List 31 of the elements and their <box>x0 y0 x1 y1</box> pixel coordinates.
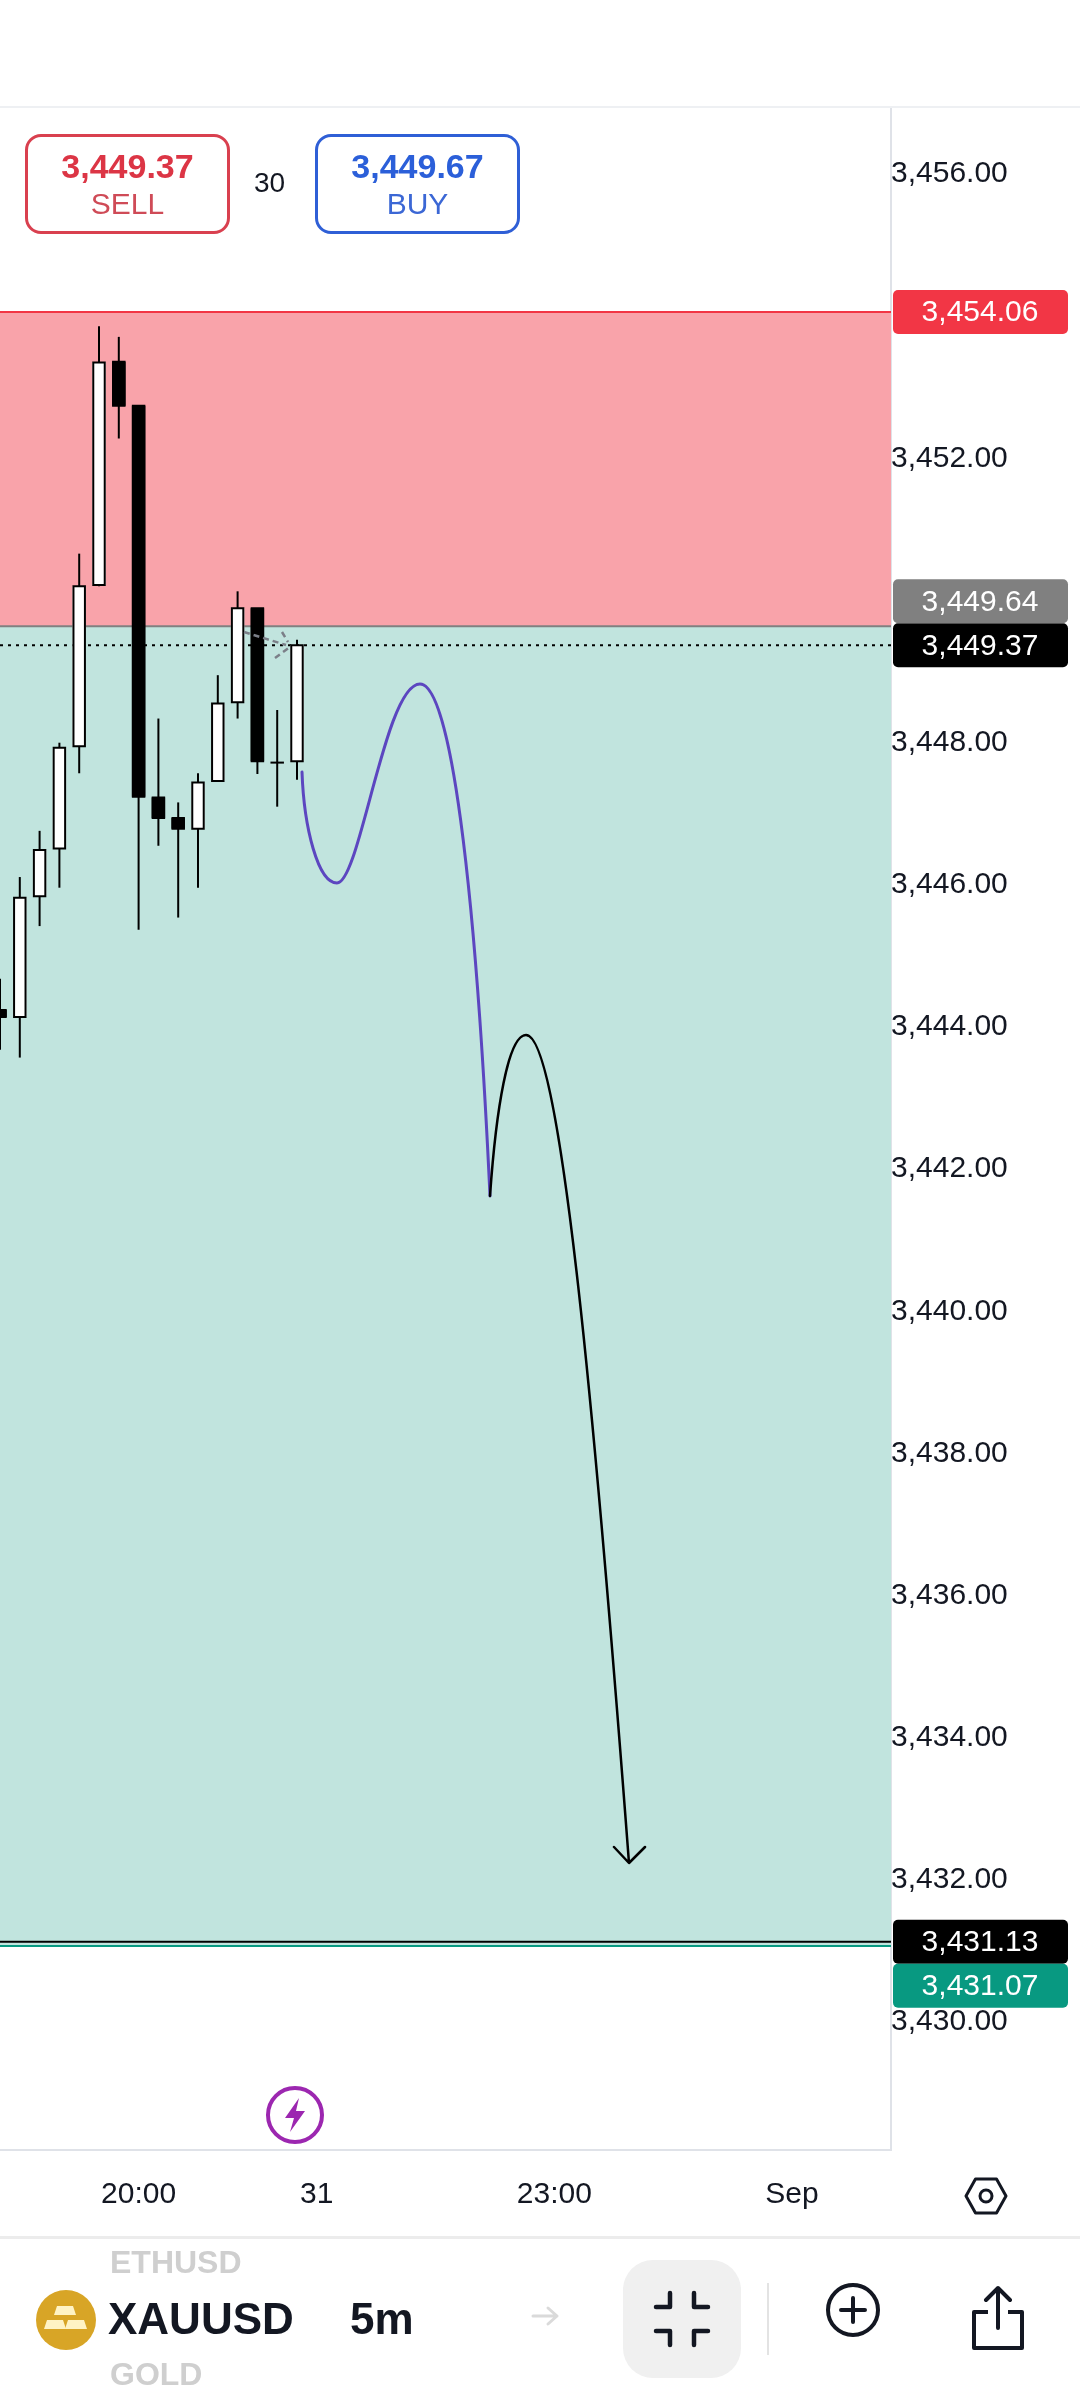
x-tick-label: 23:00 <box>516 2176 592 2210</box>
text: XAUUSD <box>108 2294 294 2343</box>
annotation: BUY <box>386 186 449 222</box>
ref-line-label: 3,431.07 <box>921 1968 1039 2002</box>
x-tick-label: Sep <box>765 2176 819 2210</box>
x-tick-label: 20:00 <box>101 2176 177 2210</box>
y-tick-label: 3,436.00 <box>891 1576 1008 1610</box>
text: 5m <box>350 2294 414 2343</box>
y-tick-label: 3,446.00 <box>891 866 1008 900</box>
annotation: 30 <box>254 166 286 200</box>
y-tick-label: 3,440.00 <box>891 1292 1008 1326</box>
sell-button: 3,449.37 SELL <box>25 134 230 234</box>
ref-line-label: 3,454.06 <box>921 294 1039 328</box>
annotation: SELL <box>90 186 165 222</box>
y-tick-label: 3,430.00 <box>891 2003 1008 2037</box>
candlestick <box>269 709 285 808</box>
annotation: 3,449.37 <box>61 146 194 186</box>
y-tick-label: 3,442.00 <box>891 1150 1008 1184</box>
ref-line-label: 3,431.13 <box>921 1924 1039 1958</box>
y-tick-label: 3,448.00 <box>891 723 1008 757</box>
annotation: 3,449.67 <box>351 146 484 186</box>
buy-button: 3,449.67 BUY <box>315 134 520 234</box>
ref-line-label: 3,449.64 <box>921 583 1039 617</box>
y-tick-label: 3,444.00 <box>891 1008 1008 1042</box>
y-tick-label: 3,456.00 <box>891 155 1008 189</box>
y-tick-label: 3,432.00 <box>891 1861 1008 1895</box>
y-tick-label: 3,434.00 <box>891 1719 1008 1753</box>
x-tick-label: 31 <box>300 2176 334 2210</box>
y-tick-label: 3,452.00 <box>891 439 1008 473</box>
y-tick-label: 3,438.00 <box>891 1434 1008 1468</box>
ref-line-label: 3,449.37 <box>921 627 1039 661</box>
